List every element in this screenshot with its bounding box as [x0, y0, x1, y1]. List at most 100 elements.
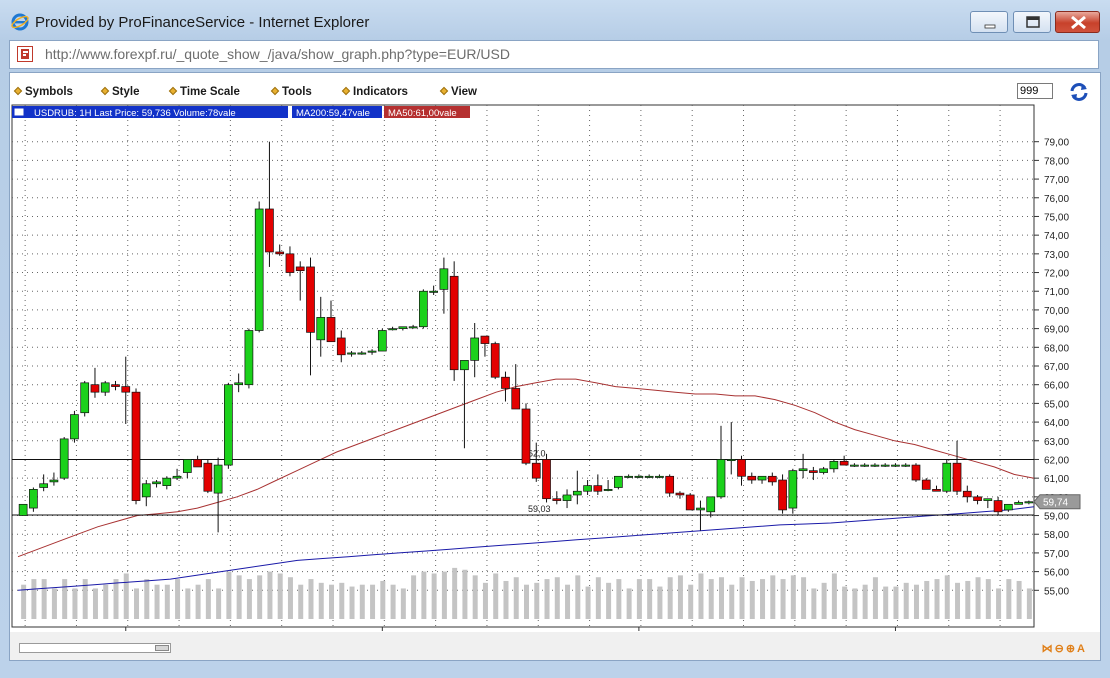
candle-body: [880, 464, 890, 467]
menu-time-scale[interactable]: Time Scale: [168, 86, 240, 98]
y-tick-label: 79,00: [1044, 138, 1069, 149]
volume-bar: [513, 577, 519, 619]
volume-bar: [349, 586, 355, 619]
volume-bar: [62, 579, 68, 619]
menu-style[interactable]: Style: [100, 86, 140, 98]
menu-diamond-icon: [270, 86, 280, 96]
candle-body: [911, 464, 921, 481]
maximize-button[interactable]: [1013, 11, 1051, 33]
volume-bar: [431, 573, 437, 619]
legend-ma200-bg: [292, 106, 382, 118]
horizontal-scrollbar[interactable]: [19, 643, 171, 653]
address-bar[interactable]: http://www.forexpf.ru/_quote_show_/java/…: [9, 40, 1099, 69]
candle-body: [1003, 503, 1013, 511]
close-button[interactable]: [1055, 11, 1100, 33]
candle-body: [398, 326, 408, 329]
volume-bar: [493, 573, 499, 619]
chart-nav-buttons[interactable]: ⋈⊖⊕A: [1042, 642, 1087, 655]
candle-body: [131, 391, 141, 501]
url-text[interactable]: http://www.forexpf.ru/_quote_show_/java/…: [45, 46, 510, 62]
y-tick-label: 77,00: [1044, 175, 1069, 186]
volume-bar: [318, 582, 324, 619]
candle-body: [552, 498, 562, 501]
close-icon: [1071, 15, 1086, 30]
volume-bar: [267, 571, 273, 619]
candle-body: [870, 464, 880, 467]
zoom-out-icon[interactable]: ⊖: [1054, 643, 1066, 655]
volume-bar: [82, 579, 88, 619]
volume-bar: [185, 588, 191, 619]
scroll-left-icon[interactable]: ⋈: [1041, 643, 1055, 655]
volume-bar: [565, 584, 571, 619]
y-tick-label: 61,00: [1044, 474, 1069, 485]
volume-bar: [934, 579, 940, 619]
candle-body: [182, 459, 192, 473]
candle-body: [234, 382, 243, 386]
last-price-label: 59,74: [1043, 498, 1068, 509]
volume-bar: [1006, 579, 1012, 619]
candle-body: [798, 468, 808, 472]
candle-body: [747, 475, 757, 481]
cursor-mode-icon[interactable]: A: [1077, 643, 1087, 655]
candle-body: [439, 268, 449, 290]
minimize-button[interactable]: [970, 11, 1008, 33]
candle-body: [932, 489, 941, 492]
title-bar[interactable]: Provided by ProFinanceService - Internet…: [0, 0, 1110, 40]
candle-body: [778, 479, 787, 511]
refresh-icon[interactable]: [1068, 81, 1090, 103]
menu-view[interactable]: View: [439, 86, 477, 98]
price-chart[interactable]: 79,00 78,00 77,00 76,00 75,00 74,00 73,00 72,00…: [10, 103, 1100, 632]
candle-body: [121, 386, 131, 393]
volume-bar: [821, 582, 827, 619]
volume-bar: [411, 575, 417, 619]
candle-body: [593, 485, 603, 492]
menu-indicators[interactable]: Indicators: [341, 86, 408, 98]
legend-icon: [13, 107, 25, 117]
volume-bar: [883, 586, 889, 619]
scroll-thumb[interactable]: [155, 645, 169, 651]
candle-body: [511, 388, 521, 410]
y-tick-label: 64,00: [1044, 418, 1069, 429]
candle-body: [983, 498, 993, 501]
menu-diamond-icon: [100, 86, 110, 96]
y-tick-label: 67,00: [1044, 362, 1069, 373]
volume-bar: [647, 579, 653, 619]
volume-bar: [103, 584, 109, 619]
candle-body: [193, 459, 202, 468]
candle-body: [696, 507, 705, 511]
volume-bar: [1026, 588, 1032, 619]
volume-bar: [862, 584, 868, 619]
y-tick-label: 78,00: [1044, 156, 1069, 167]
volume-bar: [421, 571, 427, 619]
volume-bar: [585, 586, 591, 619]
volume-bar: [575, 575, 581, 619]
volume-bar: [667, 577, 673, 619]
volume-bar: [893, 586, 899, 619]
candle-body: [583, 485, 592, 492]
internet-explorer-icon: [11, 13, 29, 31]
candle-body: [449, 275, 459, 371]
candle-body: [213, 464, 223, 494]
candle-body: [111, 384, 120, 387]
candle-body: [203, 462, 213, 492]
candle-body: [419, 290, 428, 328]
candle-body: [921, 479, 931, 490]
window-title: Provided by ProFinanceService - Internet…: [35, 14, 370, 31]
candle-body: [152, 481, 161, 485]
volume-bar: [790, 575, 796, 619]
zoom-in-icon[interactable]: ⊕: [1065, 643, 1078, 655]
menu-tools[interactable]: Tools: [270, 86, 312, 98]
volume-bar: [257, 575, 263, 619]
candle-body: [295, 266, 305, 272]
level-label: 62,0: [528, 448, 546, 458]
menu-time-scale-label: Time Scale: [180, 86, 240, 98]
candle-body: [429, 290, 438, 293]
volume-bar: [462, 569, 468, 619]
volume-bar: [339, 582, 345, 619]
candle-body: [839, 460, 849, 466]
candle-body: [634, 475, 644, 478]
bars-count-input[interactable]: [1017, 83, 1053, 99]
menu-diamond-icon: [439, 86, 449, 96]
menu-symbols[interactable]: Symbols: [13, 86, 73, 98]
candle-body: [1014, 502, 1023, 505]
